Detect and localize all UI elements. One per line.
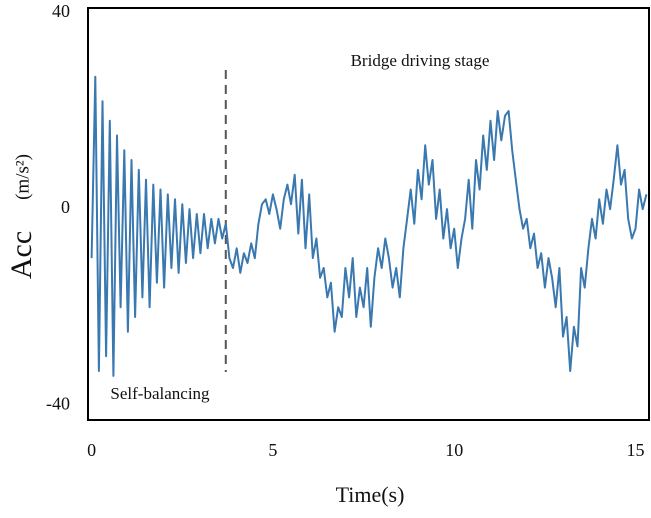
annotation: Bridge driving stage xyxy=(351,51,490,70)
data-line xyxy=(90,75,648,377)
x-tick-label: 10 xyxy=(445,440,463,460)
y-tick-label: 0 xyxy=(61,197,70,217)
plot-frame xyxy=(87,7,650,421)
y-axis-label: Acc (m/s²) xyxy=(5,154,38,279)
x-tick-label: 0 xyxy=(87,440,96,460)
y-axis-label-unit: (m/s²) xyxy=(12,154,33,200)
y-tick-label: -40 xyxy=(46,393,70,413)
x-tick-label: 5 xyxy=(268,440,277,460)
annotation: Self-balancing xyxy=(110,384,210,403)
y-tick-label: 40 xyxy=(52,1,70,21)
x-tick-label: 15 xyxy=(626,440,644,460)
x-axis-label: Time(s) xyxy=(336,482,405,507)
y-axis-label-main: Acc xyxy=(5,231,38,279)
